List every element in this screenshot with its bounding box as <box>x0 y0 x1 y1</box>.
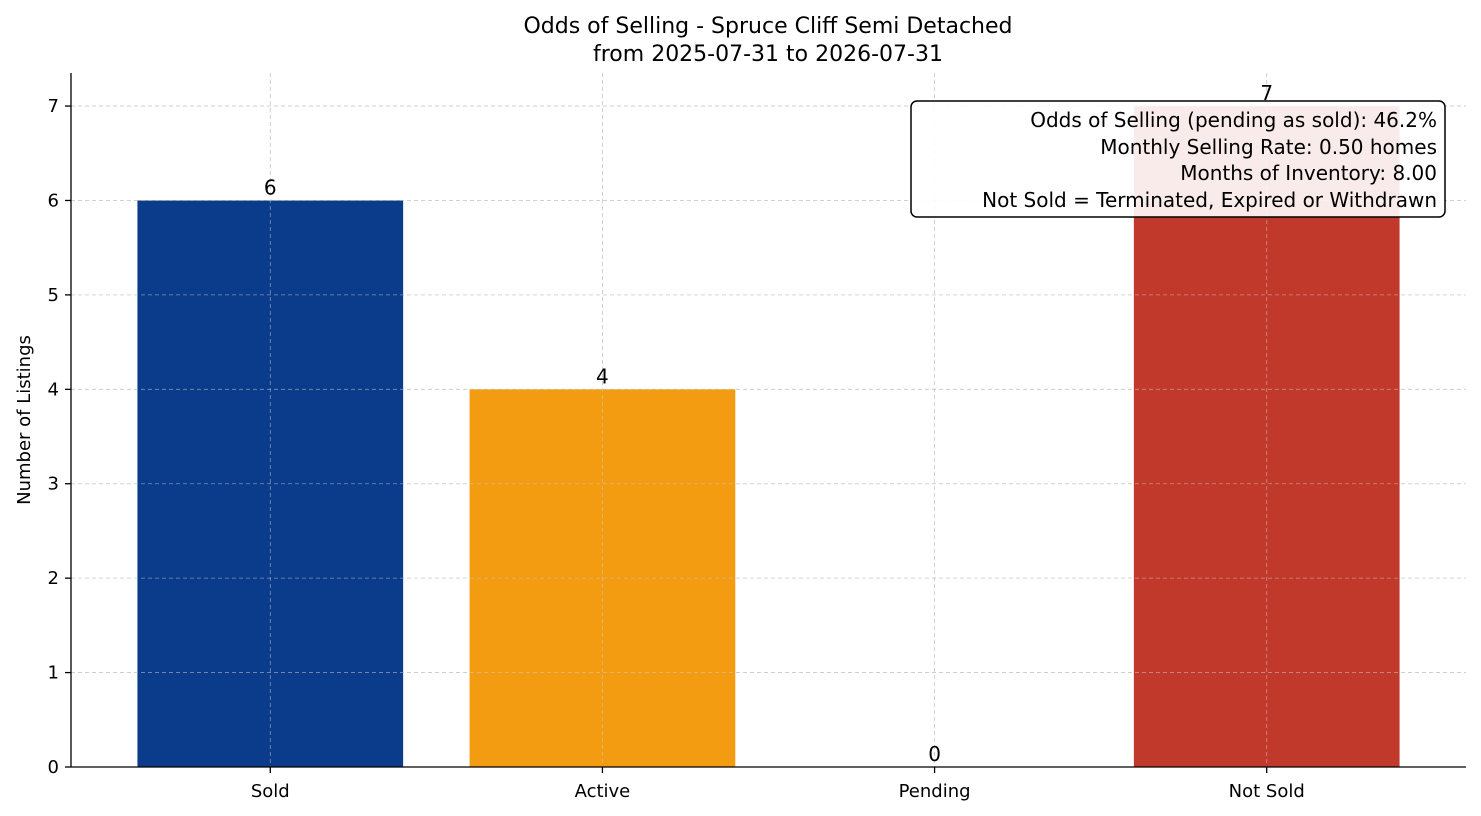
y-tick-label: 0 <box>48 757 59 778</box>
y-tick-label: 2 <box>48 568 59 589</box>
chart-subtitle: from 2025-07-31 to 2026-07-31 <box>593 42 943 67</box>
bar-value-label: 4 <box>596 364 609 388</box>
y-axis-label: Number of Listings <box>14 335 35 505</box>
y-tick-label: 5 <box>48 285 59 306</box>
x-tick-label: Not Sold <box>1229 781 1305 802</box>
bar-value-label: 6 <box>264 175 277 199</box>
x-tick-label: Sold <box>251 781 290 802</box>
x-tick-label: Pending <box>899 781 971 802</box>
chart-title: Odds of Selling - Spruce Cliff Semi Deta… <box>523 14 1012 39</box>
y-tick-label: 1 <box>48 663 59 684</box>
x-tick-label: Active <box>575 781 631 802</box>
stats-line-odds: Odds of Selling (pending as sold): 46.2% <box>1030 108 1437 132</box>
y-tick-label: 6 <box>48 190 59 211</box>
y-tick-label: 4 <box>48 379 59 400</box>
axes-layer <box>70 73 1466 768</box>
y-tick-label: 7 <box>48 96 59 117</box>
stats-line-inventory: Months of Inventory: 8.00 <box>1180 161 1437 185</box>
y-tick-label: 3 <box>48 474 59 495</box>
stats-line-selling-rate: Monthly Selling Rate: 0.50 homes <box>1100 135 1437 159</box>
stats-annotation: Odds of Selling (pending as sold): 46.2%… <box>910 100 1446 218</box>
bars-layer <box>71 73 1466 768</box>
stats-box-frame <box>910 100 1446 218</box>
ticks-layer: 0 1 2 3 4 5 6 7 Sold Active Pending Not Sold <box>48 96 1305 802</box>
bar-value-label: 0 <box>928 742 941 766</box>
stats-line-not-sold-note: Not Sold = Terminated, Expired or Withdr… <box>982 188 1437 212</box>
bar-value-label: 7 <box>1260 81 1273 105</box>
data-labels-layer: 6 4 0 7 <box>264 81 1273 766</box>
